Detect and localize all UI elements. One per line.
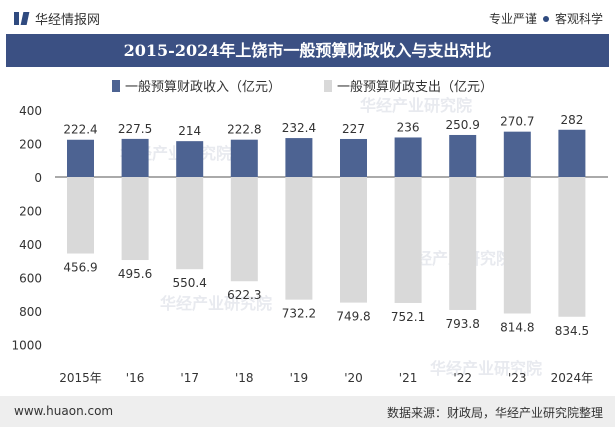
expense-bar (394, 177, 422, 303)
x-tick-label: '17 (180, 371, 199, 385)
y-tick-label: 400 (19, 238, 42, 252)
income-bar (67, 139, 94, 177)
income-bar (230, 139, 258, 177)
expense-data-label: 456.9 (63, 261, 97, 275)
legend-label-expense: 一般预算财政支出（亿元） (337, 80, 494, 95)
x-tick-label: '19 (290, 371, 309, 385)
y-tick-label: 1000 (11, 339, 42, 353)
tagline-right: 客观科学 (554, 12, 603, 26)
income-bar (285, 138, 313, 177)
footer-url: www.huaon.com (14, 404, 114, 418)
expense-bar (340, 177, 367, 303)
expense-bar (230, 177, 258, 282)
legend: 一般预算财政收入（亿元） 一般预算财政支出（亿元） (0, 74, 615, 95)
expense-data-label: 814.8 (500, 320, 534, 334)
income-bar (340, 138, 367, 177)
expense-data-label: 495.6 (118, 267, 152, 281)
expense-bar (503, 177, 531, 314)
expense-bar (558, 177, 586, 317)
x-tick-label: 2024年 (551, 371, 594, 385)
expense-data-label: 732.2 (282, 307, 316, 321)
watermark: 华经产业研究院 (360, 96, 473, 115)
expense-data-label: 749.8 (336, 310, 370, 324)
x-tick-label: '16 (126, 371, 145, 385)
tagline: 专业严谨 客观科学 (489, 10, 603, 27)
income-data-label: 270.7 (500, 115, 534, 129)
watermark: 华经产业研究院 (430, 359, 543, 378)
data-labels: 222.4 456.9 227.5 495.6 214 550.4 222.8 622.3 23… (63, 113, 589, 338)
expense-data-label: 834.5 (555, 324, 589, 338)
bullet-dot-icon (542, 15, 549, 22)
x-tick-label: '21 (399, 371, 418, 385)
expense-data-label: 622.3 (227, 288, 261, 302)
income-data-label: 232.4 (282, 121, 316, 135)
brand-name: 华经情报网 (35, 13, 101, 28)
logo-icon (14, 11, 30, 26)
x-axis-labels: 2015年 '16 '17 '18 '19 '20 '21 '22 '23 2024年 (59, 371, 593, 385)
chart-title: 2015-2024年上饶市一般预算财政收入与支出对比 (6, 34, 609, 67)
y-tick-label: 600 (19, 272, 42, 286)
income-bar (503, 131, 531, 177)
bars (67, 129, 586, 317)
y-tick-label: 800 (19, 305, 42, 319)
income-bar (394, 137, 422, 177)
income-bar (558, 129, 586, 177)
expense-bar (285, 177, 313, 300)
expense-bar (449, 177, 477, 310)
legend-swatch-expense (324, 79, 332, 92)
expense-bar (121, 177, 149, 261)
income-data-label: 250.9 (446, 118, 480, 132)
income-bar (176, 141, 204, 177)
legend-item-expense: 一般预算财政支出（亿元） (324, 76, 493, 95)
income-data-label: 214 (178, 124, 201, 138)
income-bar (449, 134, 477, 177)
income-data-label: 222.4 (63, 123, 97, 137)
expense-data-label: 550.4 (173, 276, 207, 290)
x-tick-label: '23 (508, 371, 527, 385)
bar-chart: 400 200 0 200 400 600 800 1000 222.4 456.9 227.5 4… (11, 104, 608, 385)
y-tick-label: 400 (19, 104, 42, 118)
income-data-label: 282 (560, 113, 583, 127)
legend-item-income: 一般预算财政收入（亿元） (112, 76, 281, 95)
data-source: 数据来源：财政局，华经产业研究院整理 (386, 406, 603, 420)
x-tick-label: '20 (344, 371, 363, 385)
x-tick-label: '18 (235, 371, 254, 385)
y-axis-ticks: 400 200 0 200 400 600 800 1000 (11, 104, 42, 353)
footer: www.huaon.com 数据来源：财政局，华经产业研究院整理 (0, 396, 615, 427)
legend-label-income: 一般预算财政收入（亿元） (125, 80, 282, 95)
income-data-label: 222.8 (227, 123, 261, 137)
income-data-label: 227 (342, 122, 365, 136)
x-tick-label: 2015年 (59, 371, 102, 385)
top-bar: 华经情报网 专业严谨 客观科学 (0, 0, 615, 34)
y-tick-label: 0 (34, 171, 42, 185)
x-tick-label: '22 (453, 371, 472, 385)
income-bar (121, 138, 149, 177)
expense-data-label: 793.8 (446, 317, 480, 331)
tagline-left: 专业严谨 (488, 12, 537, 26)
expense-bar (67, 177, 94, 254)
y-tick-label: 200 (19, 138, 42, 152)
y-tick-label: 200 (19, 205, 42, 219)
income-data-label: 236 (397, 120, 420, 134)
legend-swatch-income (112, 79, 120, 92)
expense-data-label: 752.1 (391, 310, 425, 324)
brand: 华经情报网 (14, 9, 100, 28)
expense-bar (176, 177, 204, 270)
income-data-label: 227.5 (118, 122, 152, 136)
watermark: 华经产业研究院 (160, 294, 273, 313)
